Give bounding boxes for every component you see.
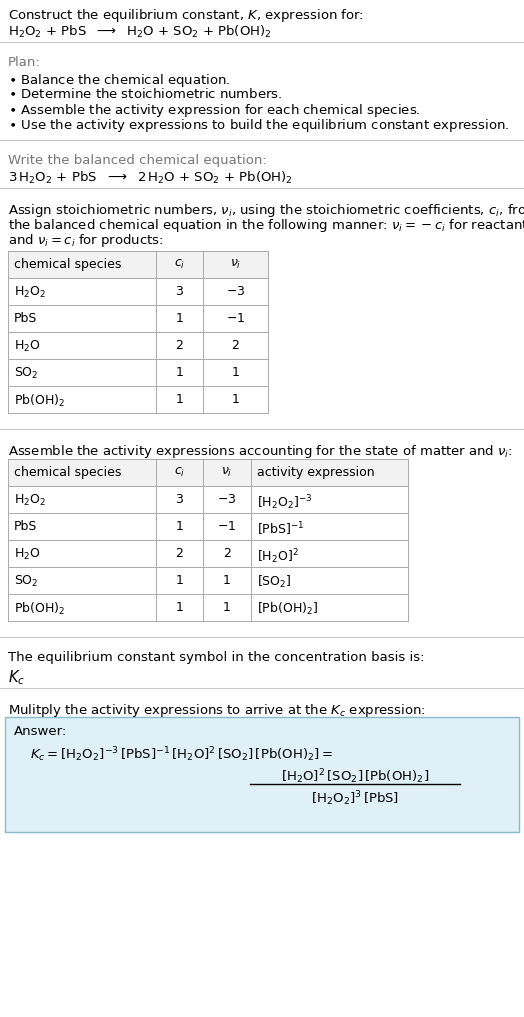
Text: Write the balanced chemical equation:: Write the balanced chemical equation: [8,154,267,167]
Text: 2: 2 [232,339,239,352]
Text: $c_i$: $c_i$ [174,466,185,479]
Text: $-1$: $-1$ [226,312,245,325]
Text: $[\mathrm{H_2O_2}]^3\,[\mathrm{PbS}]$: $[\mathrm{H_2O_2}]^3\,[\mathrm{PbS}]$ [311,789,399,807]
Text: 3: 3 [176,285,183,298]
Text: Answer:: Answer: [14,725,67,738]
Text: $\nu_i$: $\nu_i$ [221,466,233,479]
Text: $\mathrm{SO_2}$: $\mathrm{SO_2}$ [14,366,38,381]
Text: $[\mathrm{H_2O}]^{2}$: $[\mathrm{H_2O}]^{2}$ [257,547,299,565]
Text: 2: 2 [176,339,183,352]
Text: $\mathrm{H_2O_2}$ + PbS  $\longrightarrow$  $\mathrm{H_2O}$ + $\mathrm{SO_2}$ + : $\mathrm{H_2O_2}$ + PbS $\longrightarrow… [8,24,271,40]
Text: $\bullet$ Balance the chemical equation.: $\bullet$ Balance the chemical equation. [8,72,231,89]
Text: 1: 1 [176,520,183,533]
Text: $3\,\mathrm{H_2O_2}$ + PbS  $\longrightarrow$  $2\,\mathrm{H_2O}$ + $\mathrm{SO_: $3\,\mathrm{H_2O_2}$ + PbS $\longrightar… [8,170,293,186]
Text: $[\mathrm{H_2O_2}]^{-3}$: $[\mathrm{H_2O_2}]^{-3}$ [257,493,312,512]
Text: Plan:: Plan: [8,56,41,69]
Text: $c_i$: $c_i$ [174,258,185,272]
Text: 1: 1 [232,393,239,406]
Text: The equilibrium constant symbol in the concentration basis is:: The equilibrium constant symbol in the c… [8,651,424,664]
Text: 1: 1 [223,601,231,614]
Text: $\mathrm{H_2O_2}$: $\mathrm{H_2O_2}$ [14,493,46,508]
Text: and $\nu_i = c_i$ for products:: and $\nu_i = c_i$ for products: [8,232,163,249]
Text: $\bullet$ Assemble the activity expression for each chemical species.: $\bullet$ Assemble the activity expressi… [8,102,421,119]
Text: 1: 1 [176,393,183,406]
Text: $K_c$: $K_c$ [8,668,25,686]
Text: PbS: PbS [14,520,37,533]
Text: Mulitply the activity expressions to arrive at the $K_c$ expression:: Mulitply the activity expressions to arr… [8,702,426,719]
Text: $\mathrm{H_2O_2}$: $\mathrm{H_2O_2}$ [14,285,46,300]
Text: $-1$: $-1$ [217,520,237,533]
Text: chemical species: chemical species [14,466,122,479]
Text: 3: 3 [176,493,183,506]
Bar [8,251,268,278]
Text: $K_c = [\mathrm{H_2O_2}]^{-3}\,[\mathrm{PbS}]^{-1}\,[\mathrm{H_2O}]^{2}\,[\mathr: $K_c = [\mathrm{H_2O_2}]^{-3}\,[\mathrm{… [30,745,333,764]
Text: 2: 2 [223,547,231,560]
Text: $-3$: $-3$ [217,493,237,506]
Text: $\nu_i$: $\nu_i$ [230,258,241,272]
Text: 1: 1 [176,366,183,379]
Text: $\mathrm{H_2O}$: $\mathrm{H_2O}$ [14,547,40,562]
Text: Assign stoichiometric numbers, $\nu_i$, using the stoichiometric coefficients, $: Assign stoichiometric numbers, $\nu_i$, … [8,202,524,219]
Text: $\mathrm{Pb(OH)_2}$: $\mathrm{Pb(OH)_2}$ [14,393,65,409]
Text: 1: 1 [176,574,183,587]
Text: 1: 1 [176,312,183,325]
Text: Assemble the activity expressions accounting for the state of matter and $\nu_i$: Assemble the activity expressions accoun… [8,443,512,460]
Text: $[\mathrm{H_2O}]^2\,[\mathrm{SO_2}]\,[\mathrm{Pb(OH)_2}]$: $[\mathrm{H_2O}]^2\,[\mathrm{SO_2}]\,[\m… [281,767,429,786]
Text: the balanced chemical equation in the following manner: $\nu_i = -c_i$ for react: the balanced chemical equation in the fo… [8,217,524,234]
Text: $\bullet$ Use the activity expressions to build the equilibrium constant express: $\bullet$ Use the activity expressions t… [8,117,509,134]
Text: 1: 1 [223,574,231,587]
Text: $-3$: $-3$ [226,285,245,298]
Text: $[\mathrm{Pb(OH)_2}]$: $[\mathrm{Pb(OH)_2}]$ [257,601,318,617]
Text: $\mathrm{H_2O}$: $\mathrm{H_2O}$ [14,339,40,354]
Text: activity expression: activity expression [257,466,375,479]
Text: 1: 1 [176,601,183,614]
Text: chemical species: chemical species [14,258,122,271]
Text: $[\mathrm{PbS}]^{-1}$: $[\mathrm{PbS}]^{-1}$ [257,520,304,538]
Text: 2: 2 [176,547,183,560]
Text: $\mathrm{Pb(OH)_2}$: $\mathrm{Pb(OH)_2}$ [14,601,65,617]
Text: $[\mathrm{SO_2}]$: $[\mathrm{SO_2}]$ [257,574,291,590]
Text: PbS: PbS [14,312,37,325]
Text: Construct the equilibrium constant, $K$, expression for:: Construct the equilibrium constant, $K$,… [8,7,364,24]
Text: $\mathrm{SO_2}$: $\mathrm{SO_2}$ [14,574,38,589]
Text: 1: 1 [232,366,239,379]
Bar [8,459,408,486]
FancyBboxPatch shape [5,717,519,832]
Text: $\bullet$ Determine the stoichiometric numbers.: $\bullet$ Determine the stoichiometric n… [8,87,282,101]
